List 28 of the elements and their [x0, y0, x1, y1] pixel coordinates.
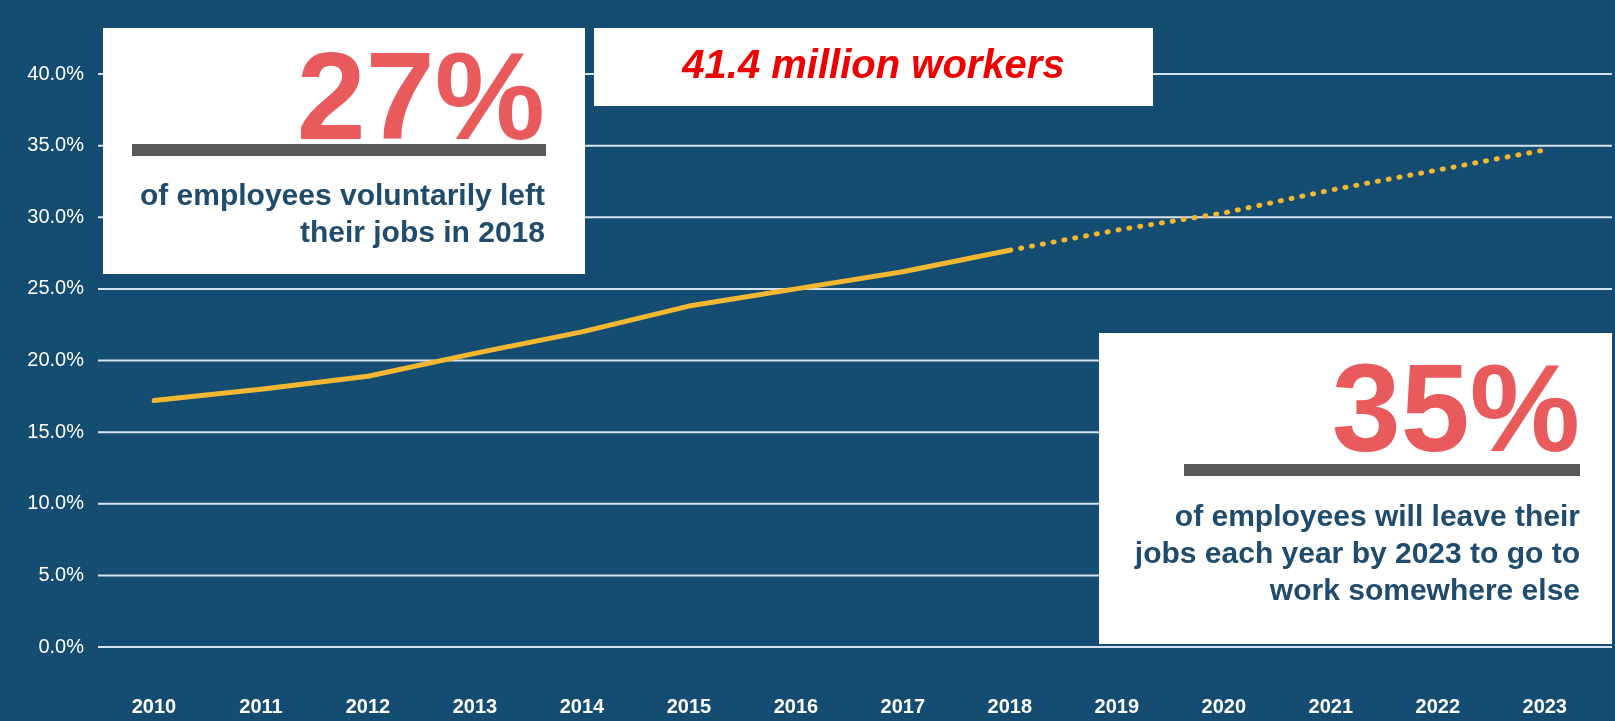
- x-tick-label: 2010: [131, 694, 177, 717]
- x-tick-label: 2023: [1522, 694, 1567, 717]
- x-tick-label: 2018: [987, 694, 1033, 717]
- y-tick-label: 30.0%: [27, 204, 85, 227]
- annotation: of employees will leave their jobs each year by 2023 to go to work somewhere else: [1133, 498, 1580, 608]
- annotation: 41.4 million workers: [680, 42, 1066, 87]
- x-tick-label: 2022: [1415, 694, 1461, 717]
- x-tick-label: 2020: [1201, 694, 1247, 717]
- y-tick-label: 35.0%: [27, 133, 85, 156]
- annotation: 27%: [296, 27, 545, 165]
- y-tick-label: 10.0%: [27, 491, 85, 514]
- x-tick-label: 2017: [880, 694, 926, 717]
- annotation: 35%: [1331, 339, 1580, 477]
- y-tick-label: 0.0%: [38, 634, 85, 657]
- x-tick-label: 2015: [666, 694, 712, 717]
- x-tick-label: 2012: [345, 694, 391, 717]
- y-tick-label: 40.0%: [27, 61, 85, 84]
- y-tick-label: 5.0%: [38, 562, 85, 585]
- y-tick-label: 15.0%: [27, 419, 85, 442]
- x-tick-label: 2014: [559, 694, 606, 717]
- x-tick-label: 2013: [452, 694, 498, 717]
- x-tick-label: 2011: [239, 694, 283, 717]
- x-tick-label: 2019: [1094, 694, 1140, 717]
- annotation: of employees voluntarily left their jobs in 2018: [138, 177, 545, 250]
- y-tick-label: 25.0%: [27, 276, 85, 299]
- y-tick-label: 20.0%: [27, 348, 85, 371]
- x-tick-label: 2021: [1308, 694, 1354, 717]
- x-tick-label: 2016: [773, 694, 819, 717]
